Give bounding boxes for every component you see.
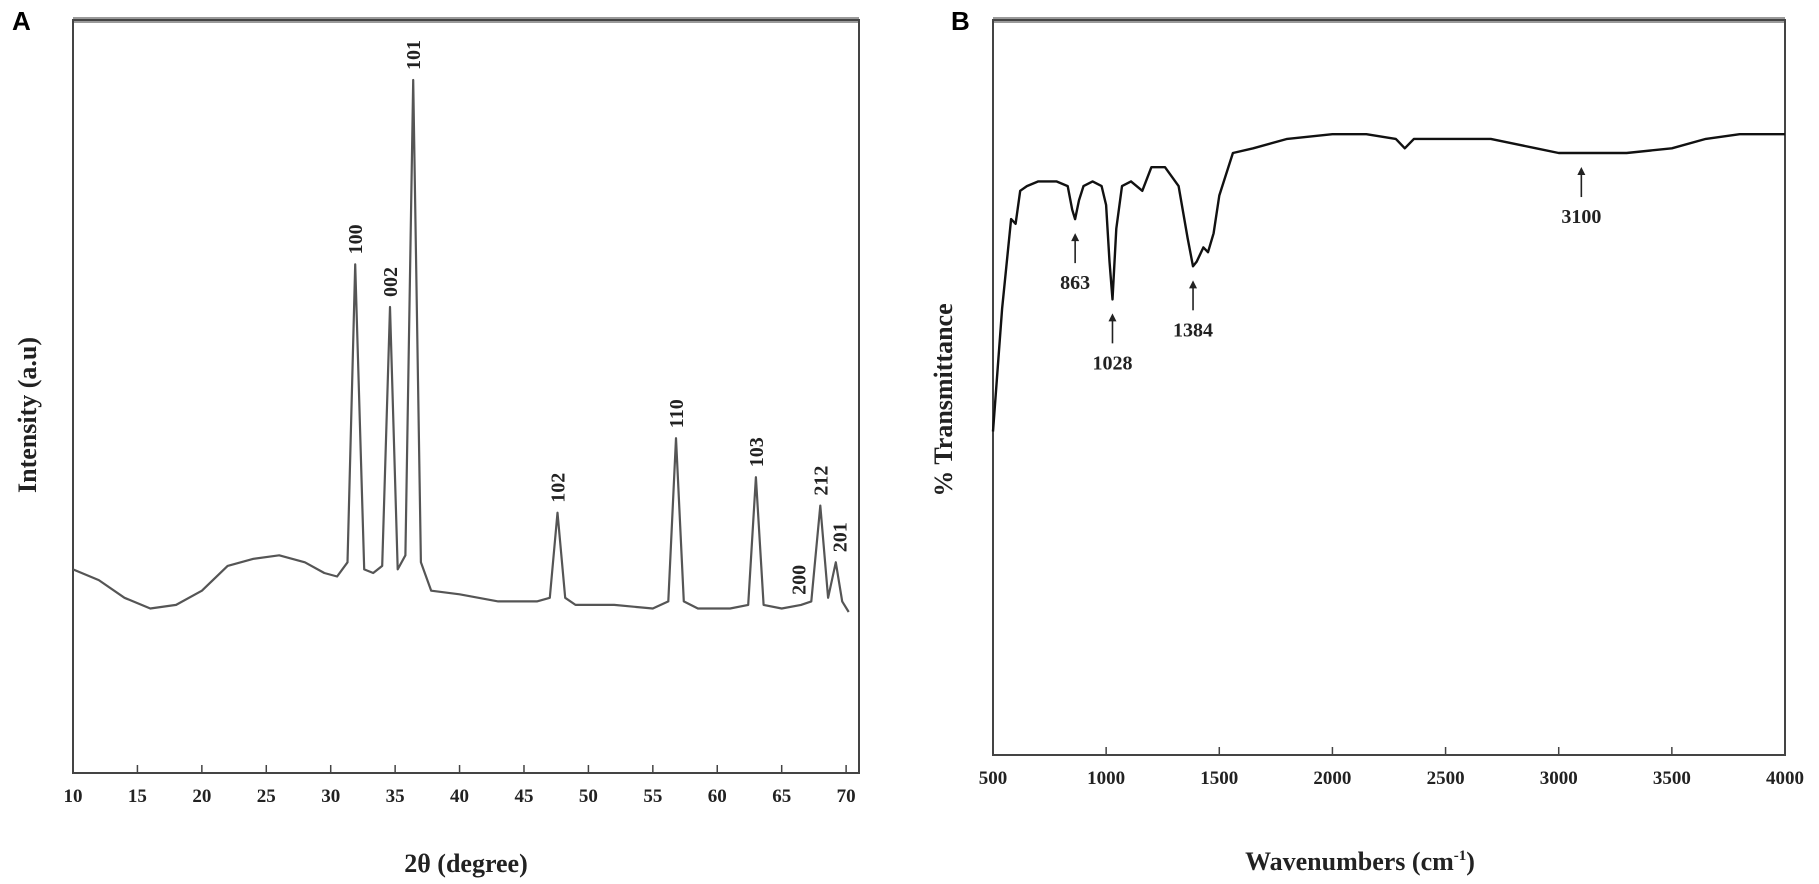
xrd-peak-label: 200 — [788, 565, 810, 595]
xrd-x-tick-label: 40 — [450, 786, 469, 807]
xrd-peak-label: 102 — [548, 473, 570, 503]
ftir-y-axis-title: % Transmittance — [929, 303, 958, 496]
ftir-peak-label: 3100 — [1561, 206, 1601, 228]
ftir-series-line — [991, 132, 1785, 432]
xrd-x-tick-label: 25 — [257, 786, 276, 807]
ftir-x-axis: 500 1000 1500 2000 2500 3000 3500 4000 — [979, 747, 1804, 789]
ftir-x-tick-label: 1000 — [1087, 768, 1125, 789]
ftir-arrow-head — [1071, 233, 1080, 242]
xrd-peak-labels: 100 002 101 102 110 103 200 212 201 — [345, 40, 852, 595]
xrd-peak-label: 002 — [380, 267, 402, 297]
ftir-peak-label: 1028 — [1092, 352, 1132, 374]
ftir-x-axis-title-sup: -1 — [1454, 848, 1467, 864]
xrd-peak-label: 100 — [345, 224, 367, 254]
xrd-x-tick-label: 45 — [514, 786, 533, 807]
xrd-x-tick-label: 65 — [772, 786, 791, 807]
xrd-y-axis-title: Intensity (a.u) — [13, 337, 42, 493]
ftir-arrow-head — [1108, 313, 1117, 322]
ftir-x-tick-label: 3500 — [1653, 768, 1691, 789]
ftir-peak-label: 863 — [1060, 272, 1090, 294]
xrd-x-tick-label: 35 — [386, 786, 405, 807]
xrd-x-tick-label: 10 — [64, 786, 83, 807]
xrd-plot-frame — [72, 19, 860, 774]
ftir-x-tick-label: 1500 — [1200, 768, 1238, 789]
xrd-peak-label: 201 — [830, 522, 852, 552]
xrd-x-axis: 10 15 20 25 30 35 40 45 50 55 60 65 70 — [64, 765, 856, 807]
xrd-x-tick-label: 50 — [579, 786, 598, 807]
xrd-x-tick-label: 30 — [321, 786, 340, 807]
ftir-plot-frame — [992, 19, 1786, 756]
ftir-chart-panel: 500 1000 1500 2000 2500 3000 3500 4000 863 1028 1… — [929, 17, 1804, 876]
xrd-x-tick-label: 60 — [708, 786, 727, 807]
xrd-series-line — [72, 78, 850, 613]
ftir-x-axis-title-close: ) — [1466, 847, 1475, 876]
xrd-x-axis-title: 2θ (degree) — [404, 849, 528, 878]
ftir-arrow-head — [1189, 280, 1198, 289]
xrd-peak-label: 212 — [810, 466, 832, 496]
xrd-peak-label: 101 — [403, 40, 425, 70]
xrd-x-tick-label: 15 — [128, 786, 147, 807]
ftir-x-tick-label: 2000 — [1313, 768, 1351, 789]
panel-a-letter: A — [12, 6, 31, 36]
panel-b-letter: B — [951, 6, 970, 36]
xrd-x-tick-label: 55 — [643, 786, 662, 807]
ftir-x-axis-title: Wavenumbers (cm-1) — [1245, 847, 1475, 876]
ftir-peak-labels: 863 1028 1384 3100 — [1060, 167, 1601, 374]
ftir-x-tick-label: 3000 — [1540, 768, 1578, 789]
xrd-peak-label: 103 — [746, 437, 768, 467]
ftir-x-tick-label: 4000 — [1766, 768, 1804, 789]
ftir-peak-label: 1384 — [1173, 319, 1213, 341]
ftir-arrow-head — [1577, 167, 1586, 176]
xrd-chart-panel: 10 15 20 25 30 35 40 45 50 55 60 65 70 1000021011021… — [13, 17, 860, 878]
xrd-x-tick-label: 70 — [837, 786, 856, 807]
ftir-x-tick-label: 2500 — [1427, 768, 1465, 789]
xrd-x-tick-label: 20 — [192, 786, 211, 807]
xrd-peak-label: 110 — [666, 399, 688, 428]
ftir-x-tick-label: 500 — [979, 768, 1008, 789]
ftir-x-axis-title-main: Wavenumbers (cm — [1245, 847, 1454, 876]
